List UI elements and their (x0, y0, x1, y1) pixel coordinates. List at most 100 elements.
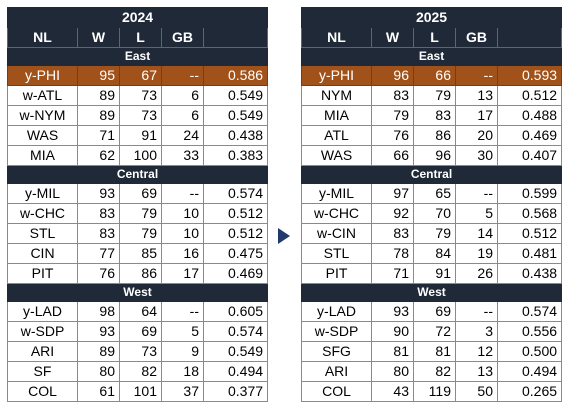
division-header-row: Central (300, 165, 563, 184)
losses: 96 (413, 145, 456, 166)
win-pct: 0.494 (496, 361, 563, 382)
team-row: WAS 71 91 24 0.438 (7, 125, 269, 146)
games-back: 13 (455, 85, 498, 106)
wins: 83 (371, 223, 414, 244)
games-back: 14 (455, 223, 498, 244)
wins: 90 (371, 321, 414, 342)
games-back: 5 (455, 203, 498, 224)
division-name: Central (6, 165, 269, 184)
win-pct: 0.512 (496, 85, 563, 106)
team-name: w-NYM (7, 105, 78, 126)
division-header-row: Central (6, 165, 269, 184)
team-row: PIT 71 91 26 0.438 (301, 263, 563, 284)
column-header-row: NL W L GB (7, 27, 269, 48)
column-header-l: L (119, 27, 162, 48)
division-header-row: West (300, 283, 563, 302)
games-back: 33 (161, 145, 204, 166)
team-row: w-CIN 83 79 14 0.512 (301, 223, 563, 244)
column-header-team: NL (301, 27, 372, 48)
column-header-team: NL (7, 27, 78, 48)
losses: 79 (413, 85, 456, 106)
losses: 82 (119, 361, 162, 382)
column-header-gb: GB (161, 27, 204, 48)
team-name: PIT (7, 263, 78, 284)
team-row: SFG 81 81 12 0.500 (301, 341, 563, 362)
win-pct: 0.549 (202, 341, 269, 362)
losses: 81 (413, 341, 456, 362)
losses: 79 (119, 223, 162, 244)
losses: 84 (413, 243, 456, 264)
losses: 73 (119, 105, 162, 126)
games-back: 3 (455, 321, 498, 342)
team-name: COL (301, 381, 372, 402)
losses: 69 (119, 321, 162, 342)
team-name: w-CIN (301, 223, 372, 244)
losses: 73 (119, 341, 162, 362)
division-name: West (6, 283, 269, 302)
team-name: w-ATL (7, 85, 78, 106)
losses: 64 (119, 301, 162, 322)
losses: 66 (413, 65, 456, 86)
win-pct: 0.265 (496, 381, 563, 402)
division-header-row: West (6, 283, 269, 302)
team-name: y-LAD (301, 301, 372, 322)
win-pct: 0.549 (202, 105, 269, 126)
games-back: -- (455, 301, 498, 322)
column-header-row: NL W L GB (301, 27, 563, 48)
win-pct: 0.512 (202, 203, 269, 224)
team-name: NYM (301, 85, 372, 106)
wins: 66 (371, 145, 414, 166)
team-name: y-MIL (7, 183, 78, 204)
year-header-row: 2025 (300, 7, 563, 28)
wins: 61 (77, 381, 120, 402)
games-back: 12 (455, 341, 498, 362)
wins: 89 (77, 105, 120, 126)
games-back: 13 (455, 361, 498, 382)
wins: 71 (371, 263, 414, 284)
win-pct: 0.574 (496, 301, 563, 322)
win-pct: 0.574 (202, 321, 269, 342)
team-name: COL (7, 381, 78, 402)
losses: 86 (119, 263, 162, 284)
games-back: 17 (455, 105, 498, 126)
team-name: PIT (301, 263, 372, 284)
games-back: 10 (161, 203, 204, 224)
wins: 80 (77, 361, 120, 382)
team-name: y-PHI (301, 65, 372, 86)
team-row: WAS 66 96 30 0.407 (301, 145, 563, 166)
team-row: w-CHC 83 79 10 0.512 (7, 203, 269, 224)
team-row: CIN 77 85 16 0.475 (7, 243, 269, 264)
win-pct: 0.605 (202, 301, 269, 322)
team-name: y-LAD (7, 301, 78, 322)
team-row: COL 61 101 37 0.377 (7, 381, 269, 402)
wins: 76 (77, 263, 120, 284)
team-name: SFG (301, 341, 372, 362)
division-name: Central (300, 165, 563, 184)
losses: 83 (413, 105, 456, 126)
wins: 89 (77, 85, 120, 106)
win-pct: 0.512 (496, 223, 563, 244)
standings-table-2024: 2024 NL W L GB East y-PHI 95 67 -- 0.586 w-ATL 89 73 6… (6, 7, 269, 402)
team-name: y-PHI (7, 65, 78, 86)
team-row: y-MIL 97 65 -- 0.599 (301, 183, 563, 204)
losses: 86 (413, 125, 456, 146)
win-pct: 0.599 (496, 183, 563, 204)
column-header-pct (496, 27, 563, 48)
games-back: -- (161, 65, 204, 86)
wins: 92 (371, 203, 414, 224)
games-back: 9 (161, 341, 204, 362)
team-row: ATL 76 86 20 0.469 (301, 125, 563, 146)
wins: 43 (371, 381, 414, 402)
team-row: STL 78 84 19 0.481 (301, 243, 563, 264)
team-name: MIA (301, 105, 372, 126)
wins: 62 (77, 145, 120, 166)
wins: 71 (77, 125, 120, 146)
win-pct: 0.475 (202, 243, 269, 264)
team-row: COL 43 119 50 0.265 (301, 381, 563, 402)
team-name: ARI (301, 361, 372, 382)
games-back: 50 (455, 381, 498, 402)
team-name: WAS (301, 145, 372, 166)
losses: 79 (119, 203, 162, 224)
games-back: 19 (455, 243, 498, 264)
games-back: -- (161, 183, 204, 204)
